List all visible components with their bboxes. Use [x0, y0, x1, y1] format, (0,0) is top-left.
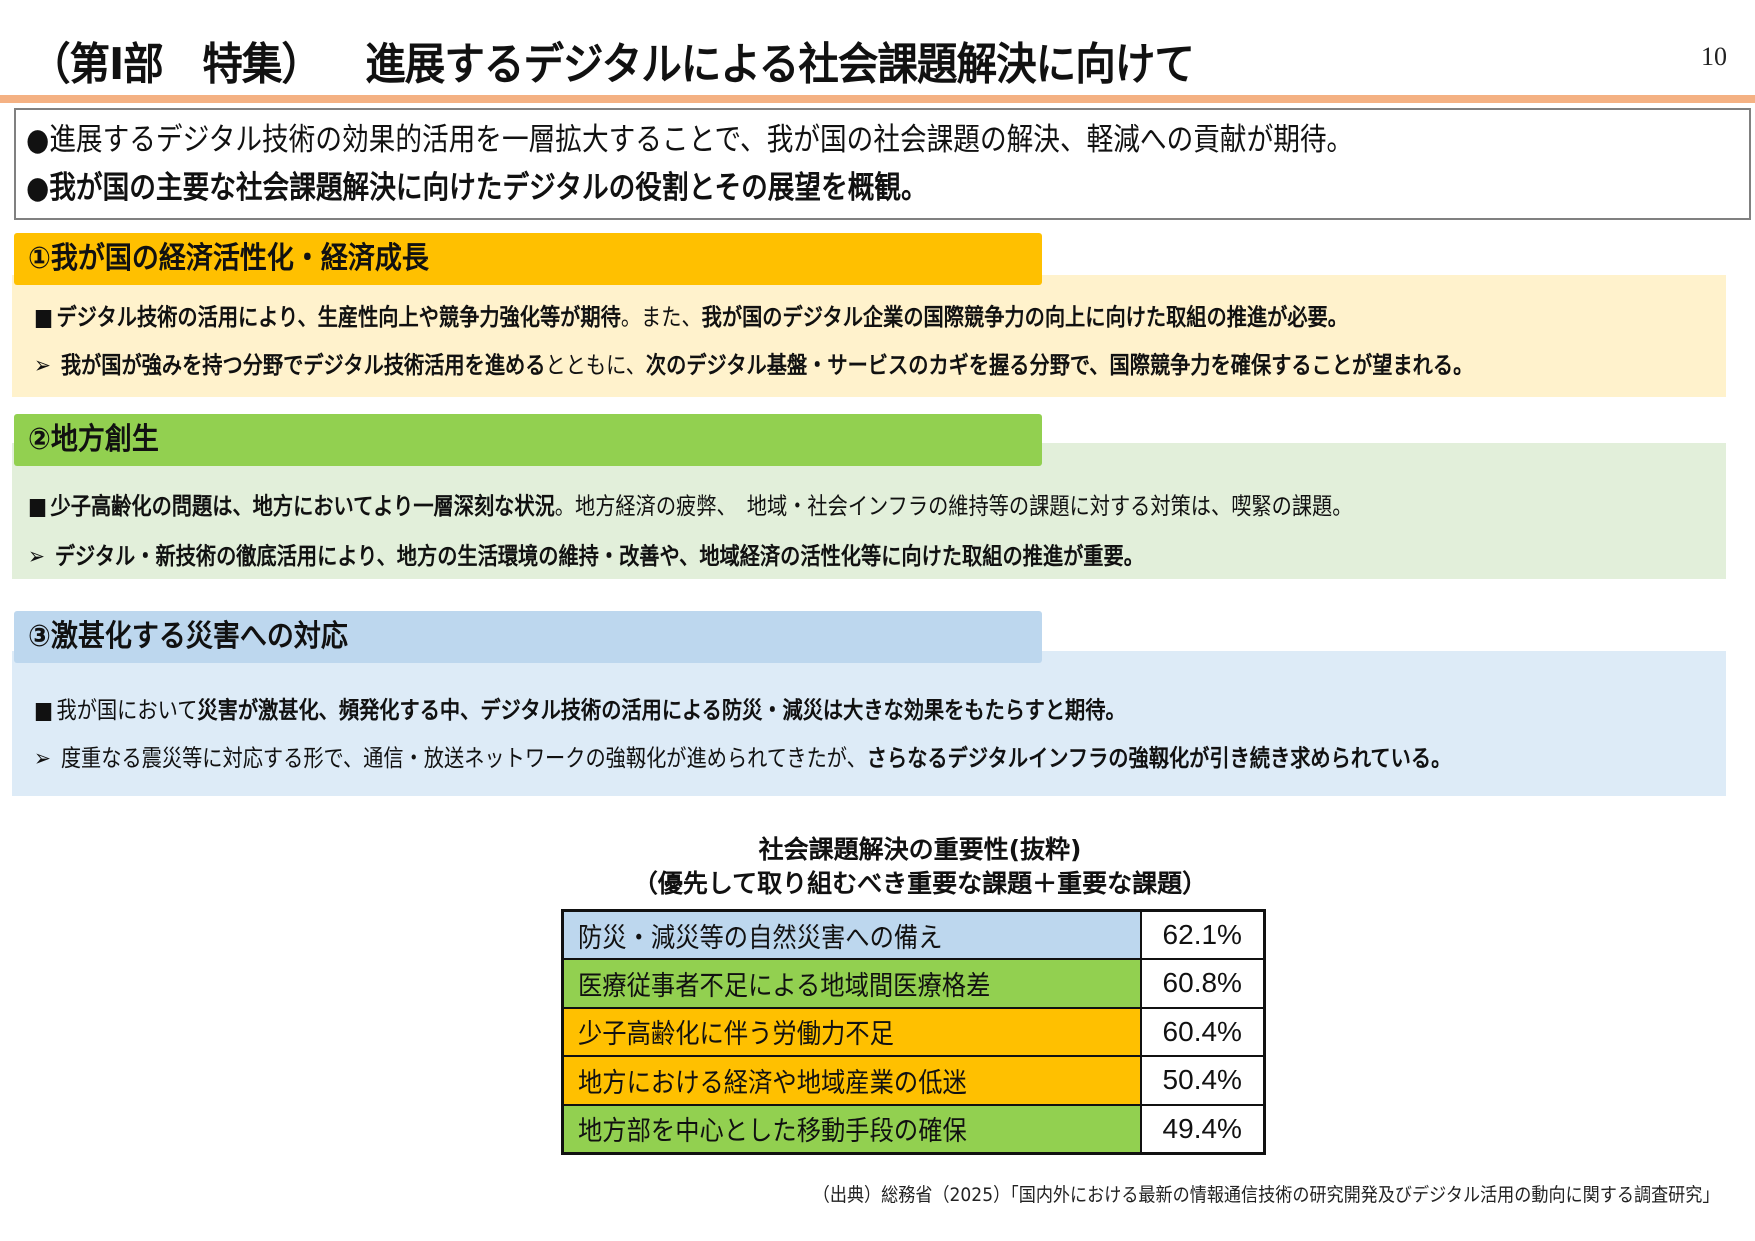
bullet-icon: ●	[26, 170, 50, 206]
row-value: 49.4%	[1139, 1103, 1266, 1154]
section-economy-body: ■ デジタル技術の活用により、生産性向上や競争力強化等が期待。また、我が国のデジタ…	[12, 275, 1726, 397]
section-line: ➢ 我が国が強みを持つ分野でデジタル技術活用を進めるとともに、次のデジタル基盤・…	[34, 351, 1474, 379]
slide-title: （第Ⅰ部 特集） 進展するデジタルによる社会課題解決に向けて	[30, 28, 1195, 92]
table-row: 少子高齢化に伴う労働力不足 60.4%	[561, 1006, 1266, 1057]
section-line: ■ デジタル技術の活用により、生産性向上や競争力強化等が期待。また、我が国のデジタ…	[34, 303, 1348, 331]
table-row: 防災・減災等の自然災害への備え 62.1%	[561, 909, 1266, 960]
section-line: ■ 少子高齢化の問題は、地方においてより一層深刻な状況。地方経済の疲弊、 地域・社…	[28, 492, 1353, 520]
row-value: 60.8%	[1139, 958, 1266, 1009]
table-title: 社会課題解決の重要性(抜粋)	[758, 835, 1082, 864]
summary-box: ●進展するデジタル技術の効果的活用を一層拡大することで、我が国の社会課題の解決、…	[14, 108, 1751, 220]
source-citation: （出典）総務省（2025）「国内外における最新の情報通信技術の研究開発及びデジタ…	[812, 1184, 1719, 1206]
table-row: 地方部を中心とした移動手段の確保 49.4%	[561, 1103, 1266, 1154]
row-label: 地方における経済や地域産業の低迷	[561, 1055, 1142, 1106]
table-subtitle: （優先して取り組むべき重要な課題＋重要な課題）	[632, 869, 1208, 898]
arrow-bullet-icon: ➢	[28, 542, 45, 570]
table-row: 医療従事者不足による地域間医療格差 60.8%	[561, 958, 1266, 1009]
section-disaster-body: ■ 我が国において災害が激甚化、頻発化する中、デジタル技術の活用による防災・減災は…	[12, 651, 1726, 796]
arrow-bullet-icon: ➢	[34, 744, 51, 772]
summary-line-2: ●我が国の主要な社会課題解決に向けたデジタルの役割とその展望を概観。	[26, 170, 928, 206]
row-label: 医療従事者不足による地域間医療格差	[561, 958, 1142, 1009]
row-label: 防災・減災等の自然災害への備え	[561, 909, 1142, 960]
row-value: 50.4%	[1139, 1055, 1266, 1106]
row-value: 60.4%	[1139, 1006, 1266, 1057]
section-line: ■ 我が国において災害が激甚化、頻発化する中、デジタル技術の活用による防災・減災は…	[34, 696, 1126, 724]
title-text: 進展するデジタルによる社会課題解決に向けて	[365, 39, 1195, 90]
section-disaster-header: ③激甚化する災害への対応	[14, 611, 1042, 663]
bullet-icon: ●	[26, 122, 50, 158]
title-divider	[0, 95, 1755, 103]
table-row: 地方における経済や地域産業の低迷 50.4%	[561, 1055, 1266, 1106]
row-label: 少子高齢化に伴う労働力不足	[561, 1006, 1142, 1057]
importance-table: 防災・減災等の自然災害への備え 62.1% 医療従事者不足による地域間医療格差 …	[561, 909, 1266, 1155]
summary-line-1: ●進展するデジタル技術の効果的活用を一層拡大することで、我が国の社会課題の解決、…	[26, 122, 1354, 158]
row-value: 62.1%	[1139, 909, 1266, 960]
section-regional-header: ②地方創生	[14, 414, 1042, 466]
page-number: 10	[1701, 42, 1727, 71]
square-bullet-icon: ■	[34, 696, 54, 724]
square-bullet-icon: ■	[28, 492, 48, 520]
section-line: ➢ 度重なる震災等に対応する形で、通信・放送ネットワークの強靱化が進められてきた…	[34, 744, 1452, 772]
section-line: ➢ デジタル・新技術の徹底活用により、地方の生活環境の維持・改善や、地域経済の活…	[28, 542, 1144, 570]
part-label: （第Ⅰ部 特集）	[30, 39, 322, 90]
square-bullet-icon: ■	[34, 303, 54, 331]
row-label: 地方部を中心とした移動手段の確保	[561, 1103, 1142, 1154]
section-economy-header: ①我が国の経済活性化・経済成長	[14, 233, 1042, 285]
arrow-bullet-icon: ➢	[34, 351, 51, 379]
